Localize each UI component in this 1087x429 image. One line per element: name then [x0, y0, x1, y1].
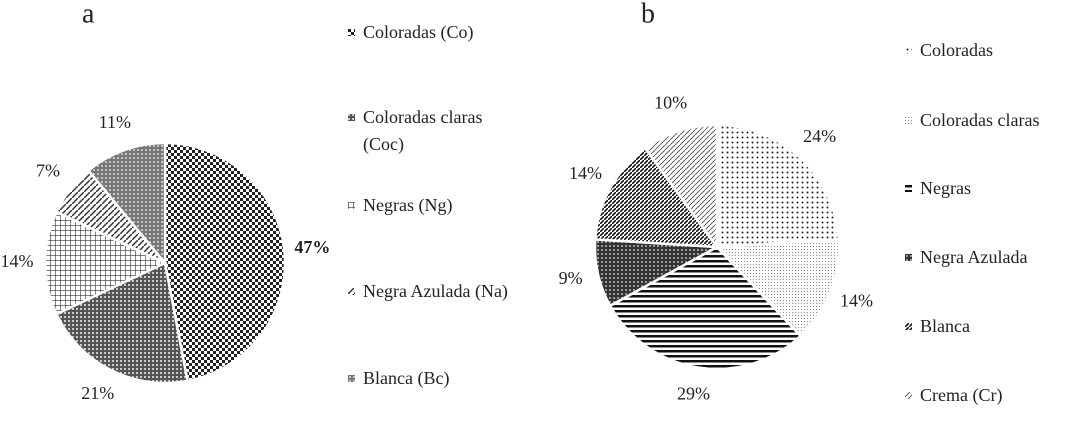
pie-slice [715, 123, 841, 249]
legend-swatch [905, 392, 912, 399]
pie-slice [163, 141, 287, 383]
data-label: 7% [36, 160, 60, 180]
chart-title: a [82, 0, 95, 29]
legend-label: Coloradas (Co) [363, 22, 474, 42]
data-label: 14% [840, 290, 873, 310]
pie-slice [86, 141, 167, 267]
pie-slice [714, 238, 841, 338]
legend-swatch [905, 323, 912, 330]
data-label: 29% [677, 383, 710, 403]
legend-label: Negras (Ng) [363, 195, 453, 215]
legend-label: Negra Azulada [920, 247, 1028, 267]
data-label: 14% [1, 251, 34, 271]
legend-label: Blanca (Bc) [363, 368, 450, 388]
pie-slice [54, 261, 189, 385]
legend-swatch [905, 254, 912, 261]
data-label: 11% [99, 112, 131, 132]
legend-swatch [348, 114, 355, 121]
data-label: 9% [559, 268, 583, 288]
legend-entry: Negra Azulada [905, 244, 1085, 271]
legend-label: Negras [920, 178, 971, 198]
legend-entry: Negras [905, 175, 1085, 202]
data-label: 21% [81, 383, 114, 403]
legend-swatch [905, 47, 912, 54]
legend-label: Coloradas [920, 40, 993, 60]
legend-entry: Coloradas claras [905, 107, 1085, 134]
data-label: 24% [803, 126, 836, 146]
legend-label: Negra Azulada (Na) [363, 281, 508, 301]
legend-entry: Coloradas [905, 37, 1085, 64]
legend-label: Coloradas claras (Coc) [363, 107, 483, 154]
legend-swatch [348, 29, 355, 36]
legend-label: Coloradas claras [920, 110, 1040, 130]
data-label: 10% [654, 92, 687, 112]
chart-title: b [641, 0, 655, 29]
legend-swatch [348, 375, 355, 382]
legend-entry: Blanca (Bc) [348, 365, 523, 392]
pie-slice [593, 146, 720, 249]
legend-entry: Coloradas claras (Coc) [348, 104, 523, 158]
pie-slice [643, 123, 719, 251]
legend-swatch [905, 117, 912, 124]
legend-swatch [348, 288, 355, 295]
legend-entry: Blanca [905, 313, 1085, 340]
legend-entry: Coloradas (Co) [348, 19, 523, 46]
legend-entry: Negras (Ng) [348, 192, 523, 219]
pie-slice [43, 210, 168, 316]
legend-label: Crema (Cr) [920, 385, 1003, 405]
data-label: 14% [569, 163, 602, 183]
legend-label: Blanca [920, 316, 970, 336]
data-label: 47% [294, 237, 330, 257]
legend-swatch [905, 185, 912, 192]
legend-entry: Negra Azulada (Na) [348, 278, 523, 305]
pie-slice [608, 245, 803, 371]
legend-entry: Crema (Cr) [905, 382, 1085, 409]
legend-swatch [348, 202, 355, 209]
